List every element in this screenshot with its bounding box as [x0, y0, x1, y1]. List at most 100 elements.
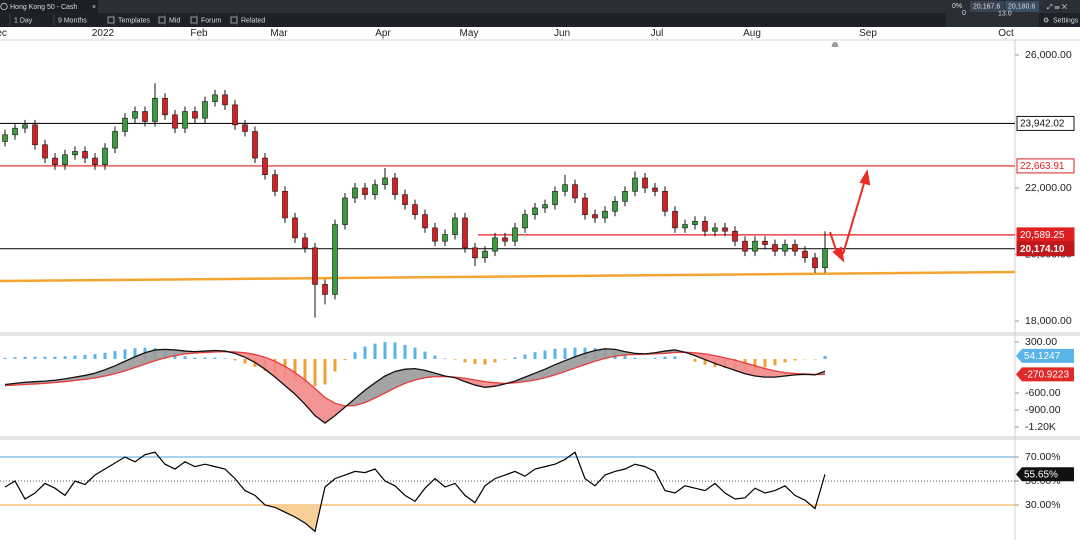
- histogram-bar: [773, 359, 777, 366]
- ask-box[interactable]: [1005, 1, 1039, 12]
- histogram-bar: [823, 355, 827, 360]
- signal-line: [4, 350, 826, 407]
- tab[interactable]: [0, 0, 98, 13]
- macd-fill: [155, 349, 165, 361]
- candle-body: [82, 151, 88, 159]
- candle-body: [382, 177, 388, 185]
- rsi-value-box: [1016, 467, 1074, 482]
- macd-fill: [585, 350, 595, 365]
- histogram-bar: [353, 352, 357, 360]
- candle-body: [652, 187, 658, 192]
- y-tick-label: -600.00: [1025, 387, 1061, 399]
- candle-body: [92, 157, 98, 166]
- histogram-bar: [103, 352, 107, 360]
- tab-title[interactable]: Hong Kong 50 - Cash: [10, 4, 77, 11]
- macd-fill: [525, 373, 535, 382]
- toolbar-button[interactable]: Templates: [118, 17, 150, 24]
- candle-body: [362, 187, 368, 195]
- candle-body: [252, 131, 258, 159]
- candle-body: [722, 227, 728, 232]
- candle-body: [162, 97, 168, 116]
- quote-ask[interactable]: 20,180.6: [1008, 3, 1035, 10]
- toolbar-button[interactable]: Forum: [201, 17, 221, 24]
- histogram-bar: [473, 359, 477, 365]
- histogram-bar: [63, 356, 67, 360]
- level-label-box: [1016, 241, 1075, 257]
- candle-body: [482, 250, 488, 259]
- window-controls[interactable]: ⤢ ☰ ✕: [1047, 4, 1068, 11]
- toolbar-button[interactable]: Related: [241, 17, 265, 24]
- x-tick-label: Feb: [190, 28, 208, 39]
- x-tick-label: Oct: [998, 28, 1014, 39]
- candle-body: [412, 204, 418, 215]
- candle-body: [702, 220, 708, 232]
- alert-bell[interactable]: [831, 42, 839, 47]
- candle-body: [692, 220, 698, 225]
- histogram-bar: [393, 342, 397, 360]
- histogram-value-label-box: [1016, 348, 1074, 363]
- candle-body: [542, 204, 548, 209]
- settings-button[interactable]: Settings: [1053, 17, 1079, 24]
- macd-fill: [405, 368, 415, 384]
- level-label-box: [1016, 158, 1075, 174]
- panel-divider: [0, 332, 1080, 336]
- settings-icon[interactable]: ⚙: [1043, 16, 1049, 24]
- candle-body: [562, 184, 568, 192]
- macd-line: [4, 348, 826, 424]
- candle-body: [142, 111, 148, 122]
- bid-box[interactable]: [970, 1, 1004, 12]
- toolbar-button[interactable]: Mid: [169, 17, 180, 24]
- histogram-bar: [333, 359, 337, 372]
- toolbar-buttons: 1 Day 9 Months Templates Mid Forum Related: [9, 14, 265, 26]
- rsi-plot: [0, 451, 1015, 533]
- histogram-bar: [503, 359, 507, 360]
- candle-body: [462, 217, 468, 249]
- x-tick-label: Aug: [743, 28, 761, 39]
- range-select[interactable]: 9 Months: [58, 17, 87, 24]
- histogram-bar: [293, 359, 297, 381]
- candle-body: [672, 210, 678, 229]
- candle-body: [732, 230, 738, 242]
- histogram-bar: [783, 359, 787, 363]
- histogram-bar: [13, 357, 17, 360]
- rsi-value-label: 55.65%: [1024, 469, 1058, 480]
- quote-spread: 13.0: [998, 10, 1012, 17]
- toolbar: [0, 13, 1080, 27]
- histogram-bar: [523, 354, 527, 360]
- macd-fill: [755, 365, 765, 378]
- macd-fill: [395, 369, 405, 388]
- macd-fill: [385, 371, 395, 393]
- macd-fill: [695, 352, 705, 360]
- macd-fill: [735, 360, 745, 374]
- tab-strip: [0, 0, 1080, 13]
- y-tick-label: 30.00%: [1025, 499, 1061, 511]
- macd-fill: [365, 382, 375, 403]
- quote-bid[interactable]: 20,167.6: [973, 3, 1000, 10]
- macd-fill: [275, 361, 285, 386]
- macd-fill: [545, 364, 555, 378]
- candle-body: [52, 157, 58, 166]
- histogram-bar: [403, 344, 407, 360]
- histogram-bar: [653, 357, 657, 360]
- candle-body: [662, 191, 668, 212]
- histogram-bar: [193, 357, 197, 360]
- candle-body: [522, 214, 528, 229]
- interval-select[interactable]: 1 Day: [14, 17, 33, 24]
- histogram-bar: [513, 357, 517, 360]
- candle-body: [232, 104, 238, 126]
- y-tick-label: 300.00: [1025, 336, 1057, 348]
- annotation-arrow: [829, 169, 871, 263]
- candle-body: [332, 224, 338, 295]
- macd-fill: [595, 348, 605, 362]
- candle-body: [552, 191, 558, 205]
- level-label: 23,942.02: [1020, 119, 1065, 130]
- macd-fill: [135, 352, 145, 368]
- tab-close[interactable]: ×: [92, 4, 96, 11]
- candle-body: [422, 214, 428, 229]
- candle-body: [2, 134, 8, 142]
- candle-body: [742, 240, 748, 252]
- macd-fill: [565, 356, 575, 372]
- y-tick-label: -1.20K: [1025, 421, 1056, 433]
